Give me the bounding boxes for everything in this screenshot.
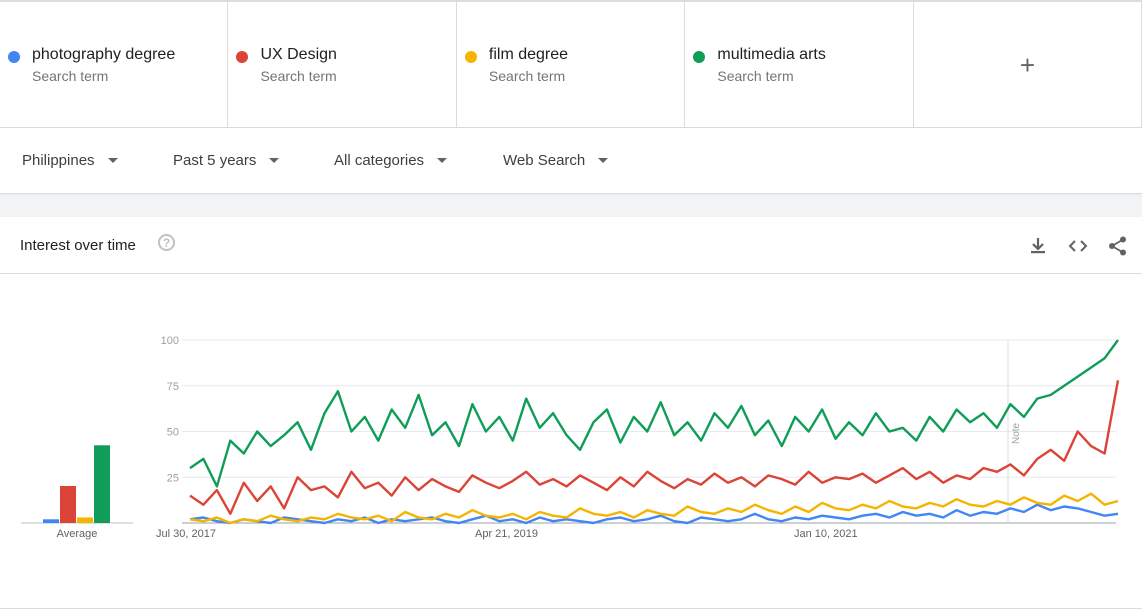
y-tick-label: 75 — [167, 381, 179, 393]
y-tick-label: 100 — [161, 335, 179, 347]
panel-bottom-border — [0, 608, 1142, 609]
term-card-multimedia-arts[interactable]: multimedia arts Search term — [685, 2, 914, 127]
y-tick-label: 25 — [167, 472, 179, 484]
series-line-multimedia-arts[interactable] — [189, 339, 1119, 488]
panel-title: Interest over time — [20, 237, 136, 254]
series-line-film-degree[interactable] — [189, 492, 1119, 525]
term-type: Search term — [488, 68, 566, 84]
y-tick-label: 50 — [167, 427, 179, 439]
term-name[interactable]: multimedia arts — [717, 46, 826, 63]
category-label: All categories — [334, 152, 425, 169]
caret-down-icon — [598, 158, 609, 163]
term-color-dot — [236, 51, 249, 63]
average-chart: Average — [21, 445, 133, 540]
term-card-ux-design[interactable]: UX Design Search term — [228, 2, 457, 127]
help-icon[interactable]: ? — [158, 234, 175, 251]
note-marker-label[interactable]: Note — [1011, 422, 1022, 444]
time-range-label: Past 5 years — [173, 152, 257, 169]
time-range-dropdown[interactable]: Past 5 years — [173, 152, 280, 169]
average-bar[interactable] — [94, 445, 110, 523]
x-tick-label: Jul 30, 2017 — [156, 528, 216, 540]
category-dropdown[interactable]: All categories — [334, 152, 448, 169]
search-terms-bar: photography degree Search term UX Design… — [0, 0, 1142, 128]
term-name[interactable]: UX Design — [260, 46, 337, 63]
x-tick-label: Apr 21, 2019 — [475, 528, 538, 540]
add-comparison-button[interactable]: + — [914, 2, 1142, 127]
interest-line-chart[interactable]: 100 75 50 25 Note Jul 30, 2017 Apr 21, 2019 J… — [140, 274, 1142, 554]
section-gap — [0, 195, 1142, 217]
term-color-dot — [693, 51, 706, 63]
caret-down-icon — [269, 158, 280, 163]
term-type: Search term — [32, 68, 109, 84]
x-tick-label: Jan 10, 2021 — [794, 528, 858, 540]
search-type-dropdown[interactable]: Web Search — [503, 152, 609, 169]
plus-icon: + — [1019, 49, 1035, 80]
term-card-film-degree[interactable]: film degree Search term — [457, 2, 686, 127]
filters-bar: Philippines Past 5 years All categories … — [0, 128, 1142, 194]
embed-code-icon[interactable] — [1067, 235, 1089, 257]
average-bar[interactable] — [77, 517, 93, 523]
search-type-label: Web Search — [503, 152, 586, 169]
term-color-dot — [464, 51, 477, 63]
region-dropdown[interactable]: Philippines — [22, 152, 118, 169]
term-name[interactable]: photography degree — [32, 46, 176, 63]
term-name[interactable]: film degree — [488, 46, 569, 63]
term-type: Search term — [717, 68, 794, 84]
series-line-ux-design[interactable] — [189, 380, 1120, 516]
average-bar[interactable] — [43, 519, 59, 523]
series-line-photography-degree[interactable] — [189, 503, 1119, 525]
interest-over-time-header: Interest over time ? — [0, 217, 1142, 274]
region-label: Philippines — [22, 152, 95, 169]
share-icon[interactable] — [1107, 235, 1129, 257]
average-label: Average — [57, 528, 98, 540]
average-bar[interactable] — [60, 486, 76, 523]
term-type: Search term — [260, 68, 337, 84]
caret-down-icon — [437, 158, 448, 163]
term-color-dot — [8, 51, 20, 63]
download-icon[interactable] — [1027, 235, 1049, 257]
term-card-photography-degree[interactable]: photography degree Search term — [0, 2, 229, 127]
caret-down-icon — [107, 158, 118, 163]
